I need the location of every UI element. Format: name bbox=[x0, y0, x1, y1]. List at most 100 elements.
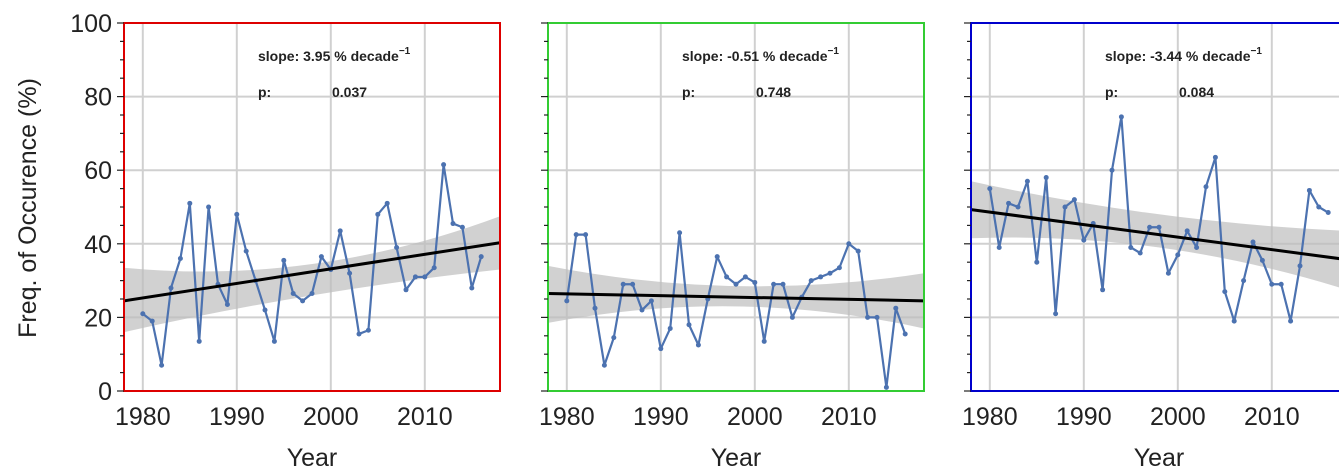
data-point bbox=[677, 230, 683, 236]
data-point bbox=[271, 338, 277, 344]
data-point bbox=[1024, 178, 1030, 184]
data-point bbox=[478, 254, 484, 260]
data-point bbox=[724, 274, 730, 280]
y-tick-label: 60 bbox=[84, 157, 112, 185]
y-axis-title: Freq. of Occurence (%) bbox=[14, 78, 42, 338]
x-tick-label: 2000 bbox=[303, 403, 359, 431]
data-point bbox=[987, 186, 993, 192]
x-tick-label: 2010 bbox=[397, 403, 453, 431]
data-point bbox=[318, 254, 324, 260]
data-point bbox=[403, 287, 409, 293]
trend-line bbox=[971, 208, 1339, 261]
y-tick-label: 0 bbox=[98, 378, 112, 406]
data-point bbox=[667, 325, 673, 331]
data-point bbox=[1325, 210, 1331, 216]
data-point bbox=[1053, 311, 1059, 317]
data-point bbox=[1250, 239, 1256, 245]
y-tick-label: 40 bbox=[84, 231, 112, 259]
data-point bbox=[742, 274, 748, 280]
data-point bbox=[874, 314, 880, 320]
data-point bbox=[206, 204, 212, 210]
grid bbox=[124, 23, 500, 391]
x-tick-label: 1980 bbox=[962, 403, 1018, 431]
p-value: 0.748 bbox=[756, 84, 791, 100]
data-point bbox=[1006, 200, 1012, 206]
data-point bbox=[695, 342, 701, 348]
data-point bbox=[309, 290, 315, 296]
p-label: p: bbox=[258, 84, 271, 100]
data-point bbox=[262, 307, 268, 313]
data-point bbox=[611, 335, 617, 341]
data-point bbox=[1184, 228, 1190, 234]
p-label: p: bbox=[682, 84, 695, 100]
data-point bbox=[281, 257, 287, 263]
data-point bbox=[733, 281, 739, 287]
data-point bbox=[459, 224, 465, 230]
data-point bbox=[196, 338, 202, 344]
slope-exponent: −1 bbox=[399, 46, 411, 57]
data-point bbox=[1259, 257, 1265, 263]
data-point bbox=[412, 274, 418, 280]
data-point bbox=[356, 331, 362, 337]
x-axis-title: Year bbox=[1134, 444, 1185, 471]
y-tick-label: 100 bbox=[70, 10, 112, 38]
p-label: p: bbox=[1105, 84, 1118, 100]
data-point bbox=[149, 318, 155, 324]
x-tick-label: 1990 bbox=[1056, 403, 1112, 431]
data-point bbox=[1147, 224, 1153, 230]
data-point bbox=[177, 256, 183, 262]
data-point bbox=[1128, 244, 1134, 250]
data-point bbox=[780, 281, 786, 287]
data-point bbox=[337, 228, 343, 234]
data-point bbox=[1043, 175, 1049, 181]
data-point bbox=[630, 281, 636, 287]
data-point bbox=[1278, 281, 1284, 287]
data-point bbox=[159, 362, 165, 368]
x-axis-title: Year bbox=[287, 444, 338, 471]
x-axis-title: Year bbox=[711, 444, 762, 471]
data-point bbox=[1034, 259, 1040, 265]
data-point bbox=[808, 278, 814, 284]
x-tick-label: 1990 bbox=[209, 403, 265, 431]
x-tick-label: 2010 bbox=[821, 403, 877, 431]
x-tick-label: 2010 bbox=[1244, 403, 1300, 431]
data-point bbox=[1071, 197, 1077, 203]
x-tick-label: 2000 bbox=[1150, 403, 1206, 431]
data-point bbox=[865, 314, 871, 320]
x-tick-label: 1990 bbox=[633, 403, 689, 431]
data-point bbox=[243, 248, 249, 254]
data-point bbox=[752, 279, 758, 285]
confidence-band bbox=[124, 216, 500, 333]
panel-1: 0 20 40 60 80 100 1980 1990 2000 2010 Year slope: 3… bbox=[70, 10, 501, 471]
panel-frame bbox=[123, 22, 501, 392]
data-point bbox=[1081, 237, 1087, 243]
data-point bbox=[601, 362, 607, 368]
data-point bbox=[1015, 204, 1021, 210]
data-point bbox=[855, 248, 861, 254]
data-point bbox=[789, 314, 795, 320]
data-point bbox=[224, 302, 230, 308]
data-point bbox=[1212, 154, 1218, 160]
data-point bbox=[441, 162, 447, 168]
data-point bbox=[686, 322, 692, 328]
grid bbox=[548, 23, 924, 391]
data-point bbox=[1222, 289, 1228, 295]
data-point bbox=[761, 338, 767, 344]
data-point bbox=[140, 311, 146, 317]
data-point bbox=[846, 241, 852, 247]
data-point bbox=[290, 290, 296, 296]
data-point bbox=[365, 327, 371, 333]
data-point bbox=[347, 270, 353, 276]
data-point bbox=[300, 298, 306, 304]
data-point bbox=[827, 270, 833, 276]
x-tick-label: 1980 bbox=[539, 403, 595, 431]
data-point bbox=[648, 298, 654, 304]
x-tick-label: 2000 bbox=[727, 403, 783, 431]
data-point bbox=[1306, 187, 1312, 193]
data-point bbox=[1165, 270, 1171, 276]
data-point bbox=[1100, 287, 1106, 293]
data-point bbox=[883, 384, 889, 390]
data-point bbox=[1288, 318, 1294, 324]
y-tick-label: 80 bbox=[84, 84, 112, 112]
